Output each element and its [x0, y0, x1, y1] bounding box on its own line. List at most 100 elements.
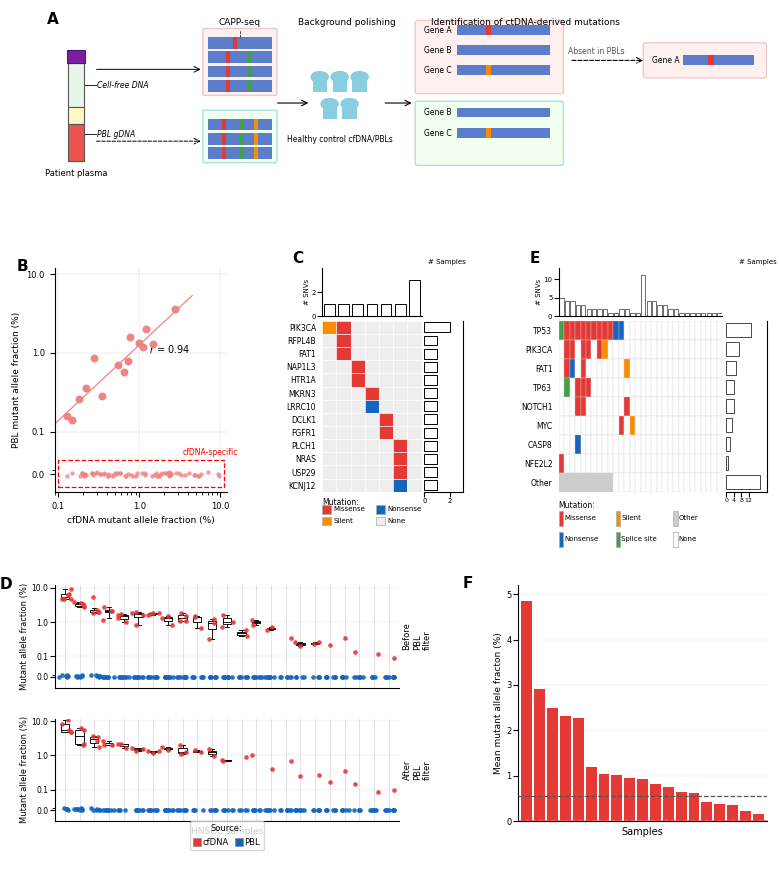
Point — [312, 670, 325, 684]
Bar — [701, 313, 706, 316]
Bar — [559, 454, 564, 472]
Bar — [425, 427, 437, 437]
Bar — [178, 748, 187, 753]
Bar — [726, 380, 734, 395]
Bar — [575, 321, 580, 340]
Point — [62, 803, 74, 817]
Bar — [711, 321, 717, 340]
Point — [337, 804, 349, 818]
Bar — [337, 452, 351, 465]
Point — [92, 668, 104, 683]
Point — [97, 734, 110, 748]
Point — [186, 670, 199, 684]
Point — [161, 608, 174, 623]
Point — [274, 804, 287, 818]
Bar — [613, 378, 619, 396]
Bar — [486, 65, 492, 75]
Bar — [379, 426, 393, 439]
Point — [76, 466, 88, 480]
Bar — [68, 124, 84, 162]
Point — [91, 802, 104, 816]
Bar — [365, 400, 379, 413]
Point — [97, 670, 110, 684]
Bar — [407, 334, 421, 347]
Point — [90, 466, 103, 480]
Bar — [711, 472, 717, 492]
Bar — [569, 378, 575, 396]
Point — [256, 670, 268, 684]
Bar — [624, 472, 629, 492]
Bar — [564, 434, 569, 454]
Bar — [223, 618, 231, 624]
Bar — [662, 472, 668, 492]
Bar — [726, 457, 728, 471]
Bar — [711, 416, 717, 434]
Bar — [338, 305, 349, 316]
Bar — [717, 378, 722, 396]
Point — [189, 610, 202, 624]
Bar — [651, 472, 657, 492]
Text: $r$ = 0.94: $r$ = 0.94 — [150, 343, 191, 355]
Bar — [226, 51, 230, 63]
Bar — [393, 360, 407, 374]
Bar — [679, 340, 684, 358]
Point — [336, 804, 348, 818]
Bar — [564, 396, 569, 416]
Point — [336, 670, 348, 684]
Point — [179, 670, 192, 684]
Point — [99, 804, 111, 818]
Text: Mutation:: Mutation: — [559, 502, 595, 510]
Bar — [559, 416, 564, 434]
Point — [93, 803, 106, 817]
Point — [164, 804, 176, 818]
Point — [209, 670, 221, 684]
Bar — [591, 396, 597, 416]
Bar — [707, 313, 711, 316]
Point — [130, 804, 143, 818]
Bar — [164, 748, 172, 750]
Bar — [684, 378, 689, 396]
Point — [225, 804, 238, 818]
Bar — [613, 321, 619, 340]
Point — [222, 804, 234, 818]
Point — [261, 623, 273, 638]
Point — [137, 608, 150, 623]
Bar — [706, 378, 711, 396]
Bar — [668, 340, 673, 358]
Bar — [613, 340, 619, 358]
Bar — [668, 416, 673, 434]
Bar — [576, 306, 580, 316]
Point — [209, 670, 221, 684]
Bar — [651, 358, 657, 378]
Bar — [726, 342, 739, 357]
Bar — [598, 774, 609, 821]
Bar — [393, 413, 407, 426]
Point — [142, 608, 154, 622]
Bar — [619, 454, 624, 472]
Bar — [647, 301, 651, 316]
Bar — [569, 340, 575, 358]
Circle shape — [341, 99, 358, 109]
Bar — [351, 465, 365, 479]
Y-axis label: Mean mutant allele fracton (%): Mean mutant allele fracton (%) — [495, 632, 503, 774]
Bar — [208, 621, 217, 629]
Bar — [425, 467, 437, 477]
Bar — [559, 532, 563, 547]
Point — [86, 590, 99, 604]
Bar — [351, 479, 365, 492]
Bar — [323, 400, 337, 413]
Point — [372, 785, 384, 799]
Bar — [407, 465, 421, 479]
Bar — [381, 305, 392, 316]
Point — [298, 804, 310, 818]
Bar — [657, 434, 662, 454]
Bar — [689, 472, 695, 492]
Point — [209, 804, 221, 818]
Point — [218, 804, 231, 818]
Point — [62, 409, 74, 423]
Point — [164, 468, 176, 482]
Bar — [569, 396, 575, 416]
Bar — [564, 358, 569, 378]
Bar — [580, 378, 586, 396]
Point — [186, 670, 199, 684]
